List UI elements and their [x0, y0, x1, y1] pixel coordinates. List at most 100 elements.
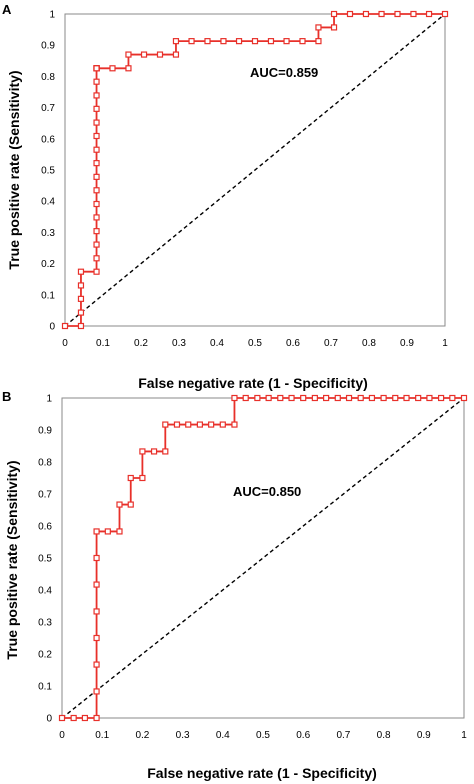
x-tick-label: 0.1: [95, 730, 109, 741]
roc-point: [204, 38, 211, 45]
roc-point: [93, 241, 100, 248]
roc-point: [219, 421, 226, 428]
y-tick-label: 0.9: [38, 426, 52, 437]
roc-point: [283, 38, 290, 45]
y-tick-label: 0.7: [38, 490, 52, 501]
roc-point: [109, 65, 116, 72]
y-tick-label: 0.4: [38, 586, 52, 597]
y-tick-label: 0.6: [41, 134, 55, 145]
roc-point: [116, 501, 123, 508]
auc-annotation-b: AUC=0.850: [233, 484, 301, 499]
roc-point: [357, 394, 364, 402]
x-tick-label: 0.1: [96, 338, 110, 349]
roc-point: [277, 394, 284, 402]
roc-point: [299, 38, 306, 45]
roc-point: [77, 322, 85, 330]
x-tick-label: 0.9: [417, 730, 431, 741]
y-tick-label: 1: [49, 10, 55, 21]
roc-point: [231, 421, 238, 428]
roc-point: [93, 187, 100, 194]
roc-point: [460, 394, 468, 402]
roc-point: [81, 714, 89, 722]
roc-point: [127, 501, 134, 508]
roc-markers-a: [61, 10, 449, 330]
roc-point: [58, 714, 66, 722]
x-tick-label: 0.4: [216, 730, 230, 741]
roc-point: [77, 295, 85, 302]
x-tick-label: 0.7: [336, 730, 350, 741]
x-tick-label: 0.3: [176, 730, 190, 741]
y-ticks-b: 0 0.1 0.2 0.3 0.4 0.5 0.6 0.7 0.8 0.9 1: [38, 394, 52, 725]
roc-point: [330, 24, 338, 31]
roc-point: [449, 394, 456, 402]
y-tick-label: 0: [49, 322, 55, 333]
roc-point: [330, 10, 338, 18]
roc-point: [93, 105, 100, 112]
roc-point: [93, 255, 100, 262]
x-tick-label: 0: [59, 730, 65, 741]
roc-point: [93, 228, 100, 235]
roc-point: [334, 394, 341, 402]
plot-frame-a: [64, 13, 446, 327]
roc-point: [125, 65, 132, 72]
y-axis-label-b: True positive rate (Sensitivity): [4, 460, 20, 659]
roc-point: [315, 38, 322, 45]
roc-point: [362, 10, 370, 18]
x-tick-label: 0.3: [172, 338, 186, 349]
reference-diagonal-a: [64, 13, 446, 327]
y-tick-label: 0.6: [38, 522, 52, 533]
roc-point: [93, 78, 100, 85]
x-axis-label-a: False negative rate (1 - Specificity): [138, 375, 368, 391]
y-tick-label: 0.3: [38, 618, 52, 629]
roc-point: [93, 146, 100, 153]
roc-point: [410, 10, 417, 18]
roc-point: [254, 394, 261, 402]
roc-point: [156, 51, 164, 58]
roc-point: [172, 51, 180, 58]
x-tick-label: 0.5: [248, 338, 262, 349]
roc-point: [93, 160, 100, 167]
y-tick-label: 0.5: [38, 554, 52, 565]
x-tick-label: 0: [62, 338, 68, 349]
roc-point: [345, 394, 353, 402]
panel-label-a: A: [2, 2, 12, 17]
roc-point: [368, 394, 376, 402]
roc-point: [185, 421, 192, 428]
roc-point: [93, 581, 100, 588]
roc-point: [208, 421, 215, 428]
auc-annotation-a: AUC=0.859: [250, 65, 318, 80]
x-tick-label: 0.2: [134, 338, 148, 349]
roc-markers-b: [58, 394, 468, 722]
roc-point: [93, 554, 100, 562]
roc-point: [288, 394, 295, 402]
roc-point: [140, 51, 148, 58]
y-tick-label: 0.1: [41, 290, 55, 301]
roc-point: [127, 474, 134, 482]
roc-point: [139, 448, 146, 455]
roc-point: [315, 24, 322, 31]
roc-point: [300, 394, 307, 402]
y-tick-label: 0.2: [38, 650, 52, 661]
roc-point: [196, 421, 203, 428]
x-tick-label: 1: [461, 730, 467, 741]
roc-point: [93, 268, 100, 275]
roc-point: [346, 10, 354, 18]
roc-point: [235, 38, 243, 45]
y-tick-label: 1: [46, 394, 52, 405]
roc-point: [425, 10, 433, 18]
roc-point: [173, 421, 181, 428]
y-tick-label: 0.5: [41, 166, 55, 177]
x-ticks-b: 0 0.1 0.2 0.3 0.4 0.5 0.6 0.7 0.8 0.9 1: [59, 730, 467, 741]
y-tick-label: 0.8: [38, 458, 52, 469]
panel-label-b: B: [2, 389, 11, 404]
roc-point: [380, 394, 387, 402]
y-tick-label: 0.1: [38, 682, 52, 693]
roc-point: [77, 309, 85, 316]
roc-point: [93, 200, 100, 208]
roc-point: [394, 10, 401, 18]
x-tick-label: 0.6: [296, 730, 310, 741]
x-axis-label-b: False negative rate (1 - Specificity): [147, 765, 377, 781]
roc-point: [93, 528, 100, 535]
roc-point: [93, 688, 100, 695]
x-tick-label: 0.5: [256, 730, 270, 741]
